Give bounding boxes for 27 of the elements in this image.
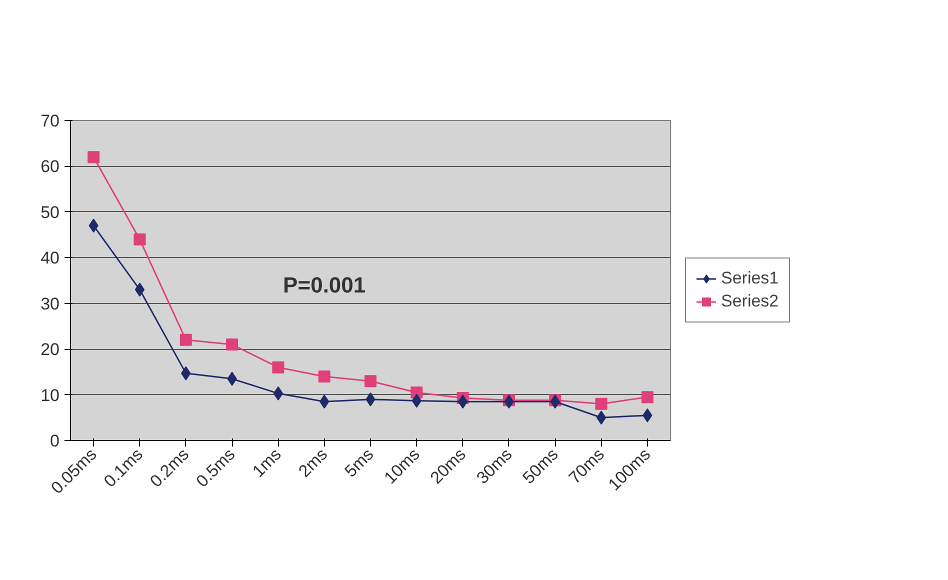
y-tick-label: 40 (40, 248, 60, 268)
point (134, 282, 145, 297)
point (273, 386, 284, 400)
point (595, 398, 608, 410)
y-tick-label: 60 (40, 157, 60, 176)
annotation: P=0.001 (283, 272, 366, 298)
point (318, 370, 330, 382)
point (458, 394, 468, 409)
y-tick-label: 30 (40, 294, 60, 314)
legend-label: Series1 (721, 268, 779, 288)
point (596, 410, 606, 425)
x-tick-label: 2ms (294, 444, 332, 481)
point (180, 334, 192, 346)
point (364, 375, 376, 388)
y-tick-label: 0 (50, 432, 60, 450)
x-tick-label: 1ms (248, 444, 285, 481)
point (134, 233, 146, 246)
y-tick-label: 50 (40, 202, 60, 222)
x-tick-label: 5ms (341, 444, 378, 481)
point (641, 391, 654, 404)
y-tick-label: 20 (40, 340, 60, 360)
point (272, 361, 284, 374)
point (88, 151, 100, 164)
y-tick-label: 70 (40, 112, 60, 130)
y-tick-label: 10 (40, 386, 60, 405)
legend-label: Series2 (721, 292, 779, 312)
point (226, 338, 238, 350)
